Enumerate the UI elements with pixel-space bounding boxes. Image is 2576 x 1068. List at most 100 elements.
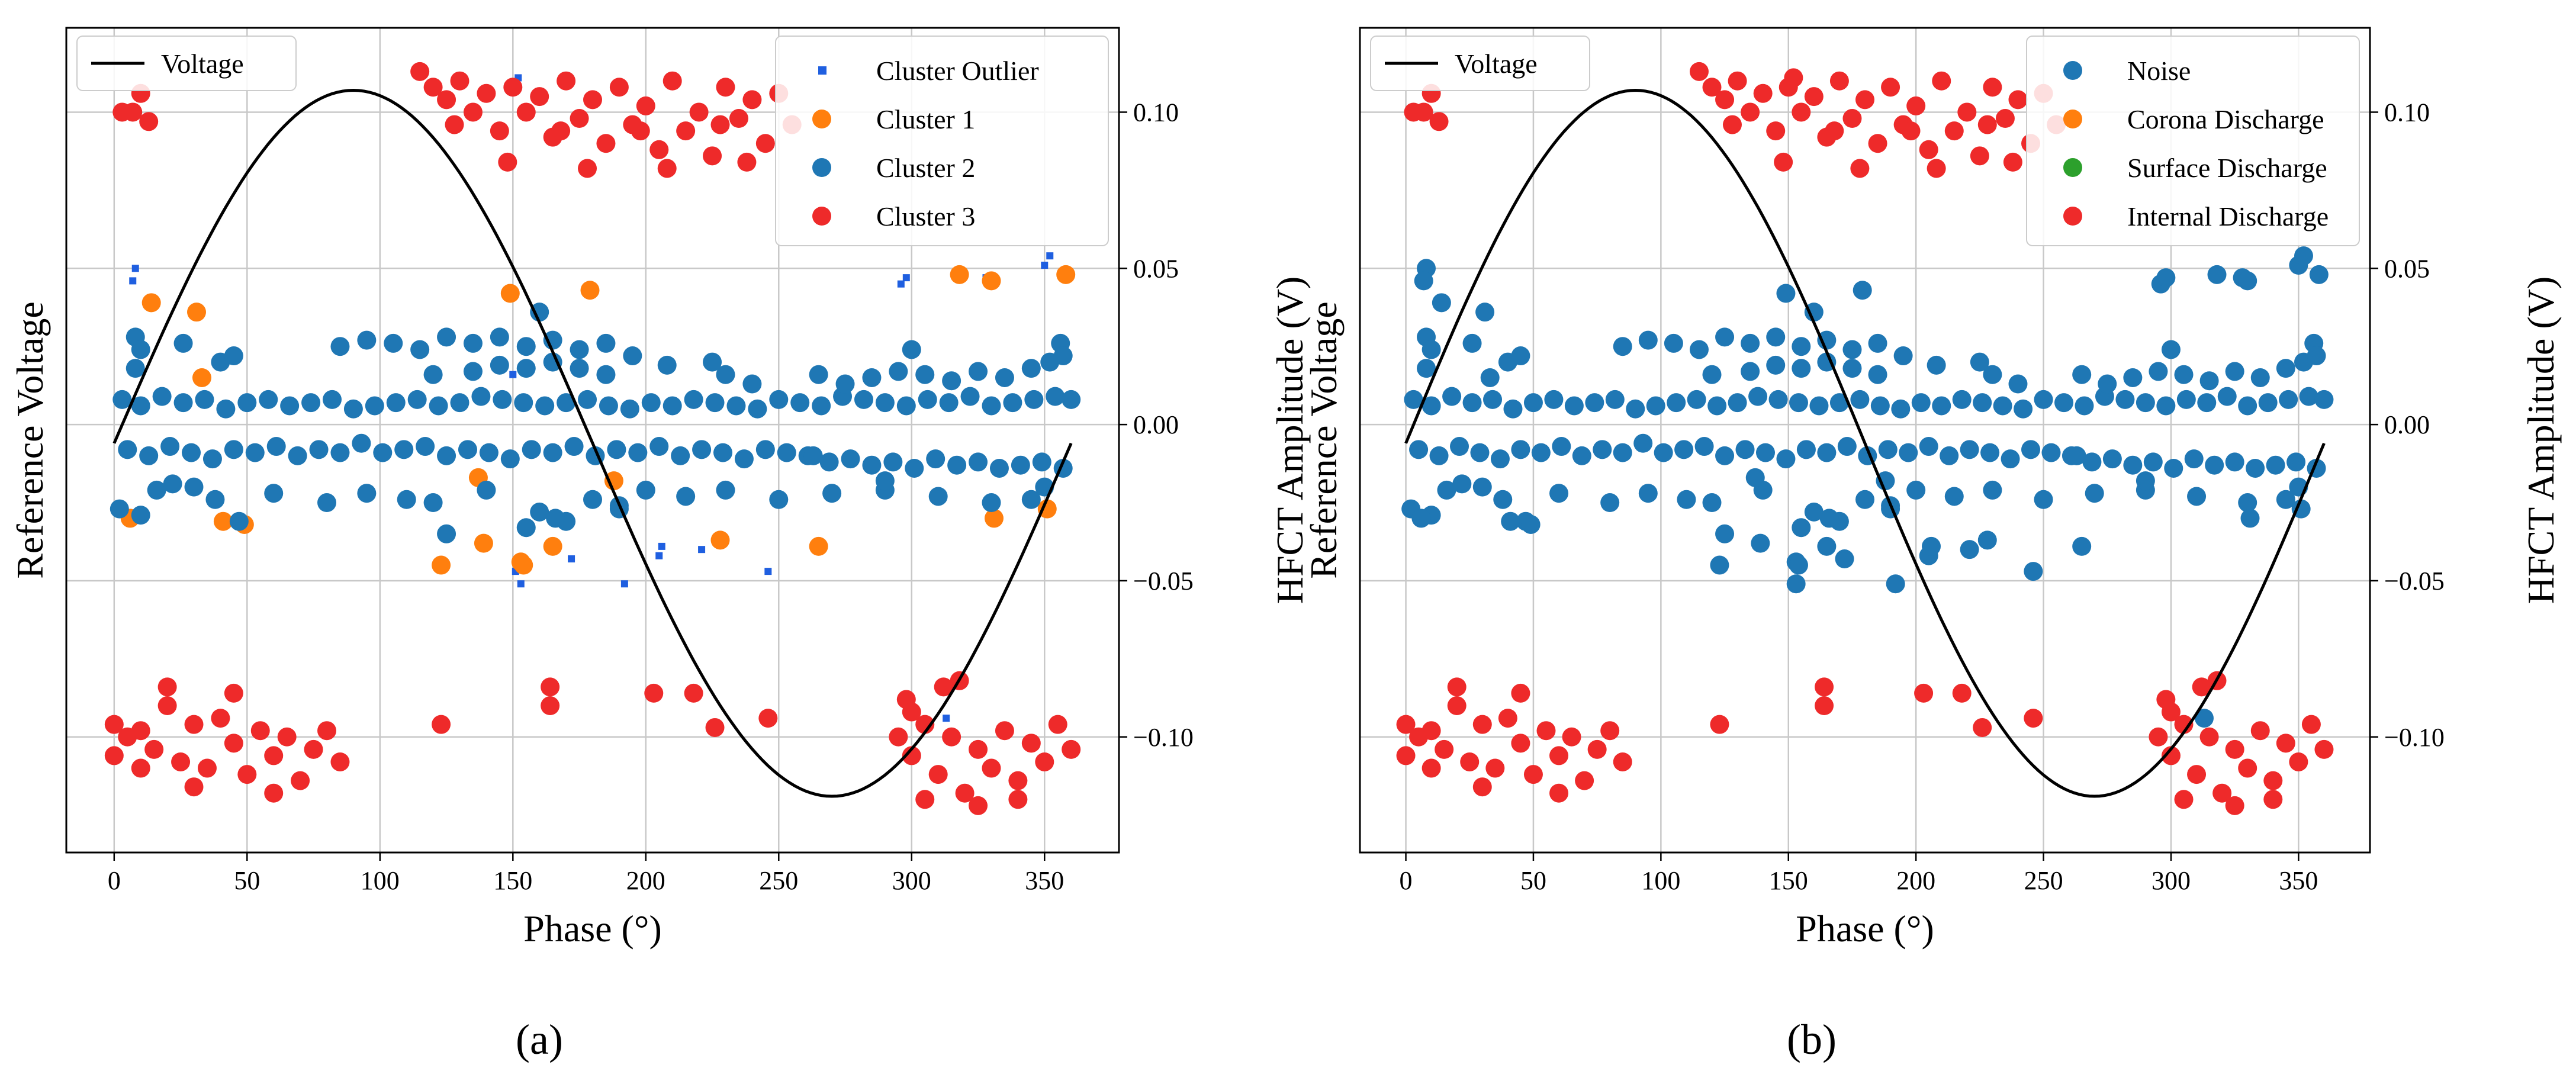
- data-point: [131, 396, 150, 416]
- data-point: [437, 446, 456, 465]
- data-point: [2307, 346, 2326, 366]
- data-point: [596, 333, 616, 353]
- data-point: [551, 121, 571, 141]
- data-point: [1472, 777, 1492, 797]
- data-point: [758, 709, 778, 728]
- data-point: [703, 352, 722, 372]
- data-point: [1906, 96, 1926, 115]
- data-point: [445, 115, 464, 134]
- data-point: [2187, 765, 2207, 784]
- data-point: [1809, 396, 1829, 416]
- data-point: [1891, 399, 1911, 419]
- data-point: [570, 359, 589, 378]
- data-point: [1587, 739, 1607, 759]
- data-point: [423, 493, 443, 513]
- data-point: [982, 758, 1001, 778]
- data-point: [1876, 471, 1895, 491]
- data-point: [2156, 396, 2176, 416]
- data-point: [123, 102, 143, 122]
- data-point: [490, 327, 509, 347]
- data-point: [2075, 396, 2094, 416]
- data-point: [902, 274, 910, 282]
- data-point: [1422, 758, 1441, 778]
- data-point: [1715, 446, 1735, 465]
- data-point: [1722, 115, 1742, 134]
- data-point: [1792, 518, 1811, 538]
- data-point: [684, 390, 703, 409]
- data-point: [173, 333, 193, 353]
- data-point: [689, 102, 709, 122]
- data-point: [131, 721, 150, 741]
- data-point: [570, 109, 589, 128]
- data-point: [1521, 514, 1541, 534]
- data-point: [1511, 346, 1530, 366]
- series-noise: [1401, 246, 2334, 728]
- data-point: [463, 102, 483, 122]
- data-point: [1970, 352, 1989, 372]
- data-point: [1414, 271, 1433, 291]
- data-point: [1687, 390, 1706, 409]
- data-point: [2161, 746, 2181, 765]
- data-point: [1053, 346, 1073, 366]
- data-point: [2225, 739, 2244, 759]
- data-point: [1490, 449, 1510, 469]
- data-point: [386, 393, 406, 413]
- data-point: [636, 96, 655, 115]
- data-point: [631, 121, 650, 141]
- data-point: [1774, 152, 1793, 172]
- data-point: [2034, 390, 2053, 409]
- data-point: [947, 455, 967, 475]
- data-point: [144, 739, 164, 759]
- data-point: [1702, 493, 1722, 513]
- data-point: [110, 499, 129, 519]
- data-point: [862, 455, 882, 475]
- data-point: [1842, 359, 1862, 378]
- data-point: [1046, 252, 1054, 260]
- data-point: [490, 121, 509, 141]
- data-point: [570, 340, 589, 359]
- data-point: [1914, 683, 1934, 703]
- data-point: [604, 471, 623, 491]
- data-point: [2279, 390, 2298, 409]
- data-point: [1784, 68, 1803, 88]
- data-point: [157, 696, 177, 716]
- data-point: [1983, 480, 2002, 500]
- data-point: [280, 396, 300, 416]
- data-point: [163, 474, 182, 494]
- data-point: [955, 783, 975, 803]
- data-point: [1919, 437, 1938, 456]
- data-point: [1796, 440, 1816, 459]
- data-point: [1600, 721, 1620, 741]
- data-point: [915, 790, 935, 809]
- data-point: [1995, 109, 2015, 128]
- data-point: [500, 449, 520, 469]
- data-point: [1404, 390, 1423, 409]
- data-point: [1062, 390, 1081, 409]
- data-point: [530, 87, 549, 107]
- y-tick-label: 0.10: [1133, 98, 1179, 127]
- data-point: [490, 355, 509, 375]
- data-point: [2238, 396, 2257, 416]
- data-point: [809, 536, 828, 556]
- data-point: [1435, 739, 1454, 759]
- data-point: [184, 777, 204, 797]
- data-point: [1707, 396, 1727, 416]
- data-point: [676, 487, 696, 506]
- data-point: [649, 437, 669, 456]
- data-point: [698, 546, 706, 554]
- data-point: [755, 134, 775, 153]
- legend-marker: [2063, 110, 2082, 128]
- plot-frame: [1359, 27, 2371, 854]
- data-point: [1422, 721, 1441, 741]
- series-cluster-1: [120, 265, 1076, 575]
- data-point: [1511, 683, 1530, 703]
- data-point: [2098, 374, 2117, 394]
- data-point: [1062, 739, 1081, 759]
- data-point: [1409, 440, 1429, 459]
- data-point: [1853, 281, 1872, 300]
- data-point: [902, 746, 921, 765]
- data-point: [1792, 337, 1811, 356]
- data-point: [596, 134, 616, 153]
- data-point: [2102, 449, 2122, 469]
- data-point: [2136, 393, 2155, 413]
